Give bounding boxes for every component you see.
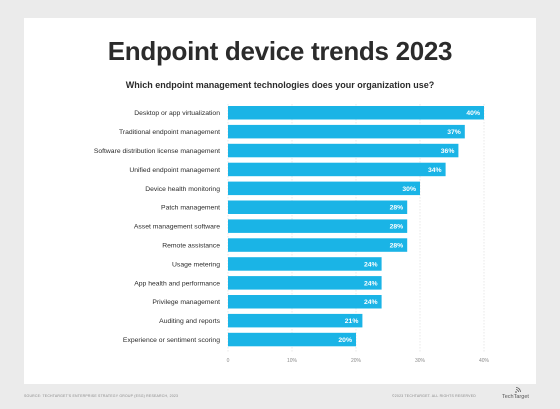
bar <box>228 124 465 139</box>
category-label: App health and performance <box>134 280 220 287</box>
value-label: 37% <box>447 129 461 136</box>
category-label: Remote assistance <box>162 242 220 249</box>
category-label: Device health monitoring <box>145 186 220 193</box>
bar <box>228 219 408 233</box>
x-tick-label: 30% <box>415 358 426 364</box>
bar <box>228 257 382 271</box>
value-label: 24% <box>364 261 378 268</box>
chart-subtitle: Which endpoint management technologies d… <box>125 80 435 90</box>
value-label: 21% <box>345 318 359 325</box>
bar <box>228 276 382 290</box>
category-label: Desktop or app virtualization <box>134 110 220 117</box>
logo-text: TechTarget <box>502 394 529 400</box>
bar <box>228 313 363 328</box>
x-tick-label: 20% <box>351 358 362 364</box>
bar <box>228 332 356 347</box>
category-label: Asset management software <box>134 224 220 231</box>
category-label: Patch management <box>161 205 220 212</box>
value-label: 40% <box>466 110 480 117</box>
bar <box>228 181 420 196</box>
category-label: Experience or sentiment scoring <box>123 337 220 344</box>
category-label: Auditing and reports <box>159 318 220 325</box>
category-label: Traditional endpoint management <box>119 129 220 136</box>
value-label: 36% <box>441 148 455 155</box>
bar <box>228 238 408 252</box>
source-note: SOURCE: TECHTARGET'S ENTERPRISE STRATEGY… <box>24 394 179 398</box>
value-label: 28% <box>390 205 404 212</box>
bar <box>228 295 382 309</box>
x-tick-label: 0 <box>227 358 230 364</box>
value-label: 34% <box>428 167 442 174</box>
value-label: 24% <box>364 280 378 287</box>
category-label: Unified endpoint management <box>129 167 220 174</box>
bar <box>228 143 459 158</box>
techtarget-logo: TechTarget <box>500 386 536 404</box>
x-tick-label: 10% <box>287 358 298 364</box>
value-label: 20% <box>338 337 352 344</box>
bar <box>228 106 484 120</box>
bar <box>228 200 408 214</box>
category-label: Software distribution license management <box>94 148 220 155</box>
value-label: 24% <box>364 299 378 306</box>
value-label: 28% <box>390 242 404 249</box>
chart-title: Endpoint device trends 2023 <box>107 36 453 66</box>
logo-mark-icon <box>515 387 521 393</box>
category-label: Privilege management <box>152 299 220 306</box>
category-label: Usage metering <box>172 261 220 268</box>
value-label: 30% <box>402 186 416 193</box>
copyright-note: ©2023 TECHTARGET. ALL RIGHTS RESERVED <box>392 394 476 398</box>
bar <box>228 162 446 177</box>
x-tick-label: 40% <box>479 358 490 364</box>
value-label: 28% <box>390 224 404 231</box>
